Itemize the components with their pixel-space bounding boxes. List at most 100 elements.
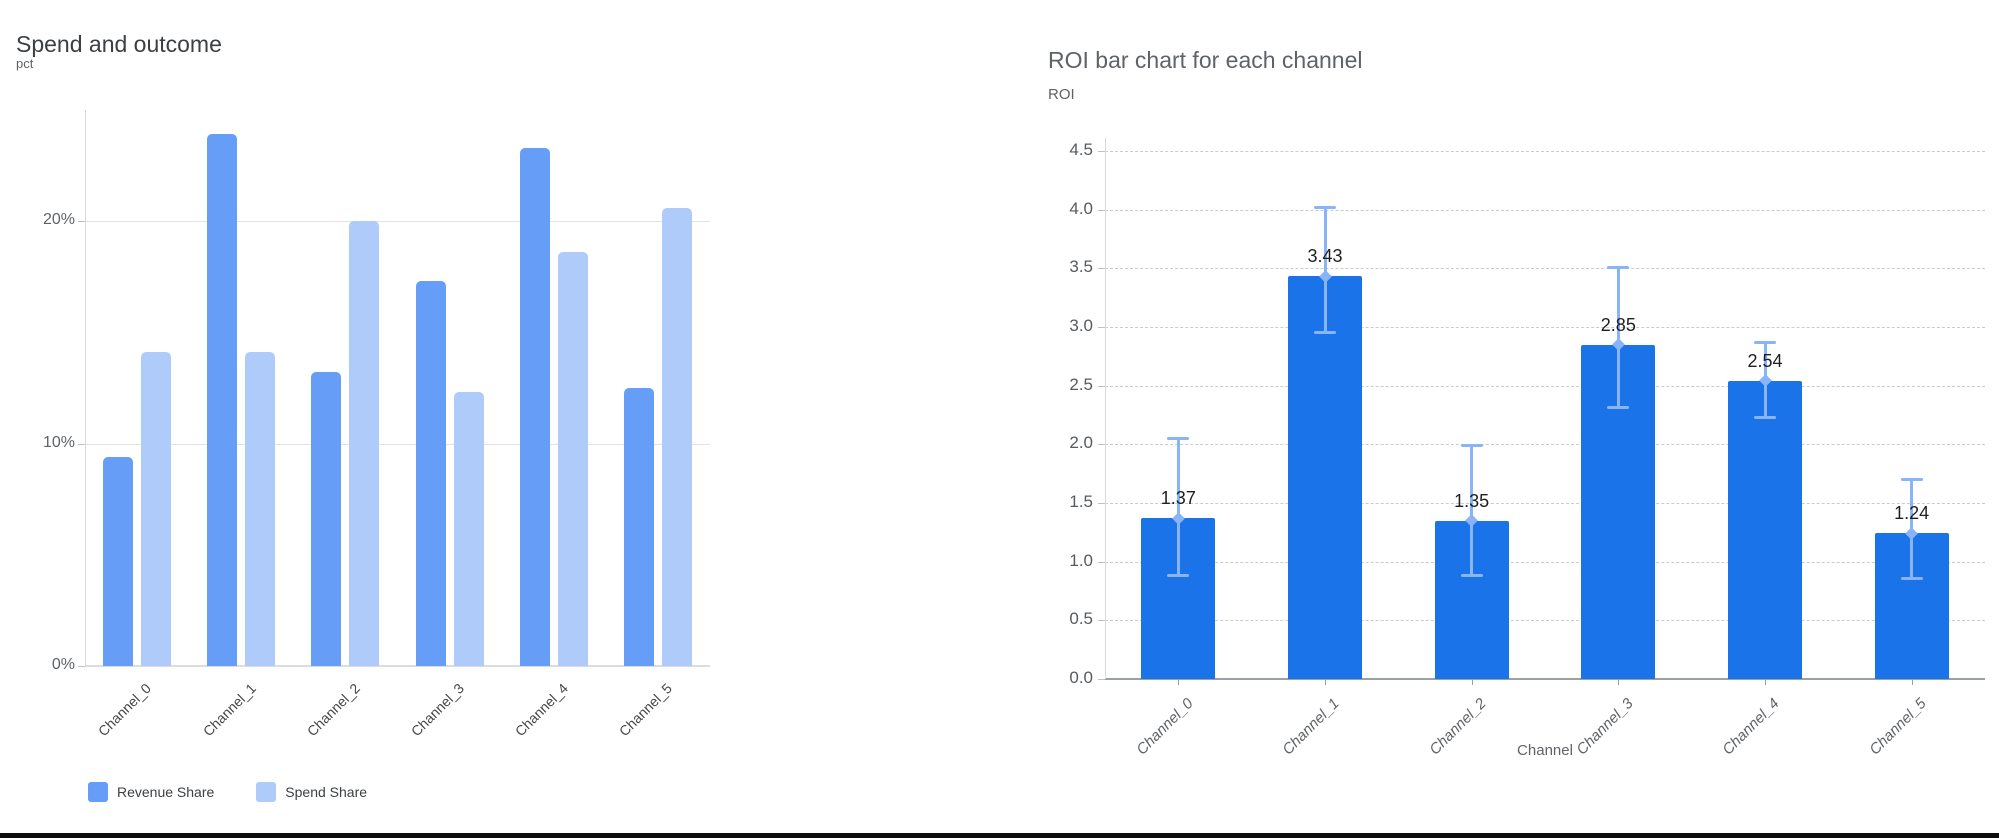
y-tick-mark bbox=[1098, 326, 1105, 328]
right-x-axis-title: Channel bbox=[1517, 742, 1573, 759]
x-tick-label-Channel_3: Channel_3 bbox=[407, 680, 467, 740]
bar-Channel_3-spend[interactable] bbox=[453, 392, 484, 666]
left-plot-area: 0% 10% 20% Channel_0 Channel_1 Channel_2 Chann… bbox=[43, 110, 710, 739]
bar-Channel_0-spend[interactable] bbox=[141, 352, 172, 666]
bar-value-label-Channel_2: 1.35 bbox=[1454, 490, 1490, 511]
y-tick-mark bbox=[1098, 209, 1105, 211]
gridline-1.5 bbox=[1105, 502, 1985, 504]
y-tick-mark bbox=[1098, 150, 1105, 152]
left-chart-title: Spend and outcome bbox=[16, 31, 222, 58]
y-tick-label: 0.0 bbox=[1069, 668, 1093, 687]
y-tick-mark bbox=[78, 221, 85, 223]
x-tick-mark-Channel_3 bbox=[1618, 679, 1620, 685]
gridline-10% bbox=[85, 443, 710, 445]
gridline-3.5 bbox=[1105, 268, 1985, 270]
x-tick-label-Channel_0: Channel_0 bbox=[95, 680, 155, 740]
y-tick-label: 20% bbox=[42, 211, 75, 229]
gridline-0.5 bbox=[1105, 620, 1985, 622]
x-axis-baseline bbox=[1105, 678, 1985, 680]
y-tick-label: 4.0 bbox=[1069, 198, 1093, 218]
gridline-2.5 bbox=[1105, 385, 1985, 387]
error-bar-cap-top-Channel_2 bbox=[1460, 444, 1483, 448]
y-tick-label: 2.0 bbox=[1069, 433, 1093, 453]
window-bottom-border bbox=[0, 833, 1999, 838]
x-tick-label-Channel_4: Channel_4 bbox=[511, 680, 572, 740]
y-tick-label: 10% bbox=[42, 433, 75, 451]
error-bar-line-Channel_1 bbox=[1323, 207, 1327, 333]
y-tick-mark bbox=[1098, 268, 1105, 270]
x-tick-label-Channel_5: Channel_5 bbox=[616, 680, 676, 740]
x-tick-mark-Channel_0 bbox=[1178, 679, 1180, 685]
y-tick-label: 3.5 bbox=[1069, 257, 1093, 277]
bar-value-label-Channel_5: 1.24 bbox=[1894, 503, 1930, 524]
error-bar-cap-bottom-Channel_5 bbox=[1900, 577, 1923, 581]
right-y-axis-unit: ROI bbox=[1048, 86, 1075, 103]
x-tick-mark-Channel_5 bbox=[1911, 679, 1913, 685]
x-axis-baseline bbox=[85, 665, 710, 667]
left-y-axis-unit: pct bbox=[16, 56, 34, 71]
bar-Channel_2-revenue[interactable] bbox=[311, 372, 342, 666]
y-tick-label: 0% bbox=[51, 656, 75, 673]
bar-Channel_5-revenue[interactable] bbox=[623, 388, 654, 666]
gridline-2.0 bbox=[1105, 444, 1985, 446]
bar-Channel_0-revenue[interactable] bbox=[103, 456, 134, 666]
y-tick-mark bbox=[1098, 502, 1105, 504]
bar-Channel_2-spend[interactable] bbox=[349, 221, 380, 666]
gridline-20% bbox=[85, 221, 710, 223]
spend-share-swatch bbox=[256, 782, 277, 802]
error-bar-line-Channel_0 bbox=[1176, 438, 1180, 576]
gridline-1.0 bbox=[1105, 561, 1985, 563]
error-bar-cap-top-Channel_5 bbox=[1900, 478, 1923, 482]
bar-Channel_1-revenue[interactable] bbox=[207, 134, 238, 666]
y-tick-mark bbox=[1098, 620, 1105, 622]
right-chart-title: ROI bar chart for each channel bbox=[1048, 47, 1363, 74]
revenue-share-legend-label: Revenue Share bbox=[117, 784, 215, 800]
error-bar-cap-bottom-Channel_2 bbox=[1460, 573, 1483, 577]
bar-Channel_1-spend[interactable] bbox=[245, 352, 276, 666]
bar-value-label-Channel_4: 2.54 bbox=[1747, 350, 1783, 371]
bar-Channel_5-spend[interactable] bbox=[661, 207, 692, 666]
error-bar-cap-top-Channel_4 bbox=[1754, 341, 1776, 345]
bar-Channel_4-spend[interactable] bbox=[557, 252, 588, 666]
legend-item-revenue-share[interactable]: Revenue Share bbox=[88, 782, 214, 802]
y-tick-mark bbox=[1098, 679, 1105, 680]
y-tick-mark bbox=[1098, 385, 1105, 387]
error-bar-line-Channel_2 bbox=[1470, 445, 1474, 576]
x-tick-label-Channel_2: Channel_2 bbox=[303, 680, 363, 740]
gridline-4.0 bbox=[1105, 209, 1985, 211]
error-bar-cap-bottom-Channel_1 bbox=[1314, 330, 1336, 334]
error-bar-cap-bottom-Channel_3 bbox=[1607, 405, 1630, 409]
x-tick-mark-Channel_4 bbox=[1765, 679, 1766, 685]
y-tick-mark bbox=[78, 443, 85, 445]
bar-value-label-Channel_1: 3.43 bbox=[1307, 246, 1343, 267]
legend: Revenue Share Spend Share bbox=[88, 782, 409, 802]
bar-Channel_1[interactable] bbox=[1288, 276, 1362, 679]
y-tick-mark bbox=[1098, 561, 1105, 563]
gridline-4.5 bbox=[1105, 150, 1985, 152]
y-tick-mark bbox=[1098, 444, 1105, 446]
y-tick-label: 2.5 bbox=[1069, 374, 1093, 394]
y-tick-label: 1.5 bbox=[1069, 491, 1093, 511]
x-tick-mark-Channel_1 bbox=[1325, 679, 1326, 685]
bar-Channel_3-revenue[interactable] bbox=[415, 281, 446, 666]
y-axis-line bbox=[85, 110, 86, 666]
y-tick-label: 4.5 bbox=[1069, 139, 1093, 159]
bar-Channel_4[interactable] bbox=[1728, 380, 1802, 679]
y-tick-label: 1.0 bbox=[1069, 550, 1093, 570]
spend-share-legend-label: Spend Share bbox=[285, 784, 368, 800]
y-tick-mark bbox=[78, 666, 85, 667]
error-bar-cap-bottom-Channel_0 bbox=[1167, 573, 1190, 577]
right-plot-area: 0.0 0.5 1.0 1.5 2.0 2.5 3.0 3.5 4.0 4.5 1.37 Channe… bbox=[1069, 138, 1985, 758]
legend-item-spend-share[interactable]: Spend Share bbox=[256, 782, 367, 802]
y-tick-label: 3.0 bbox=[1069, 315, 1093, 335]
y-tick-label: 0.5 bbox=[1069, 609, 1093, 629]
revenue-share-swatch bbox=[88, 782, 108, 802]
y-axis-line bbox=[1105, 138, 1106, 679]
error-bar-cap-bottom-Channel_4 bbox=[1754, 416, 1776, 420]
gridline-3.0 bbox=[1105, 326, 1985, 328]
bar-Channel_4-revenue[interactable] bbox=[519, 147, 550, 666]
x-tick-mark-Channel_2 bbox=[1471, 679, 1473, 685]
error-bar-cap-top-Channel_0 bbox=[1167, 437, 1190, 441]
error-bar-cap-top-Channel_1 bbox=[1314, 206, 1336, 210]
